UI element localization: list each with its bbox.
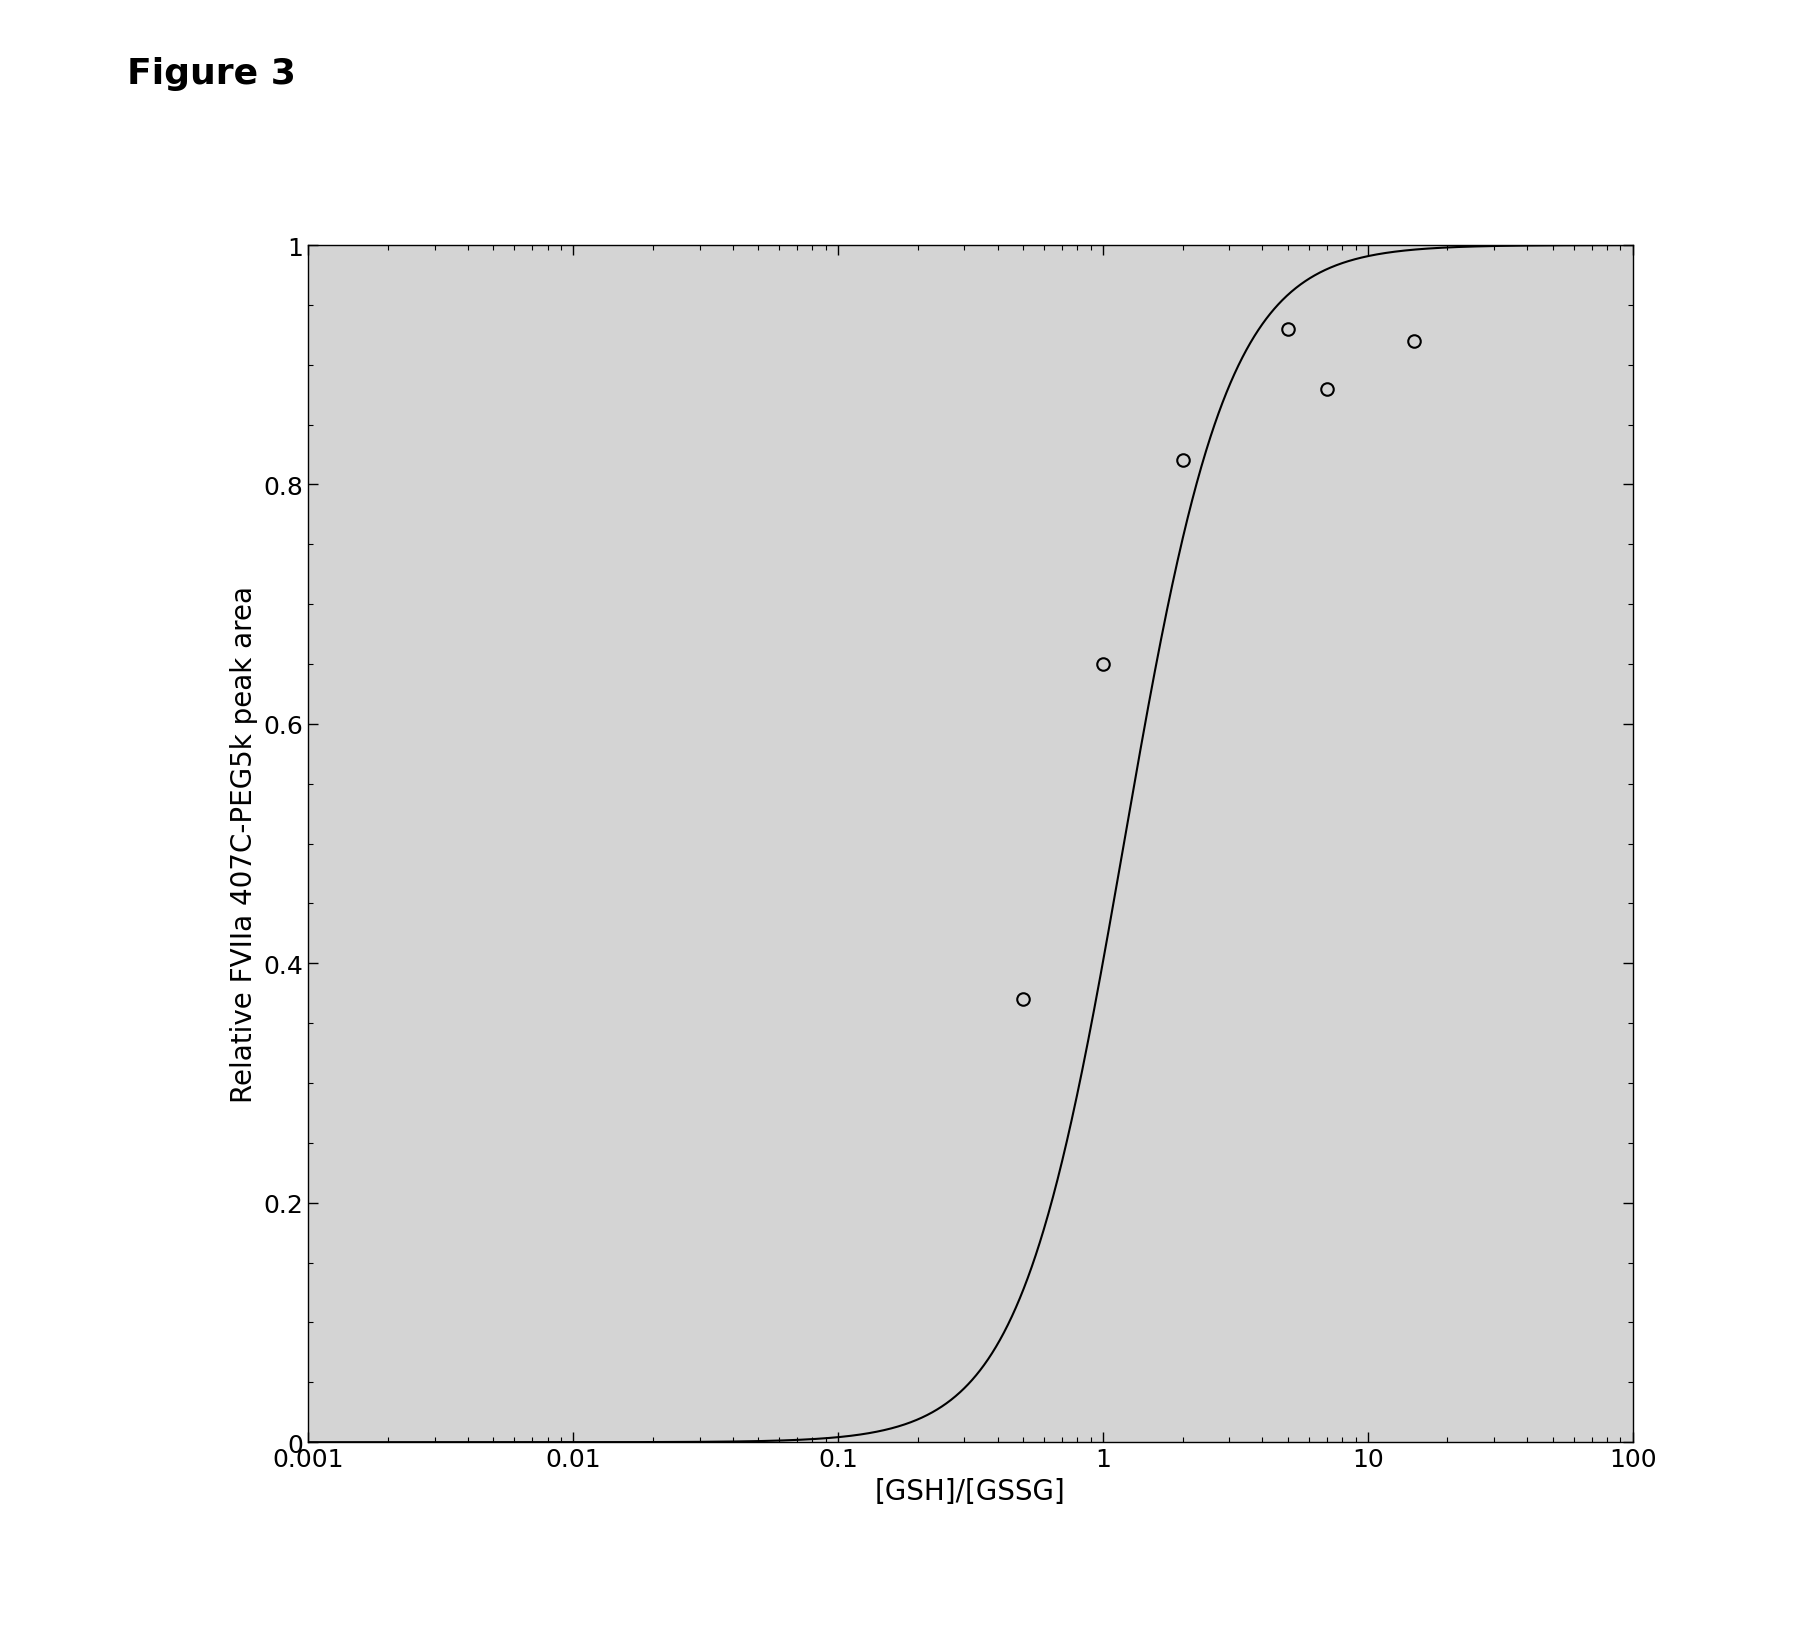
Y-axis label: Relative FVIIa 407C-PEG5k peak area: Relative FVIIa 407C-PEG5k peak area xyxy=(230,585,258,1103)
X-axis label: [GSH]/[GSSG]: [GSH]/[GSSG] xyxy=(874,1477,1067,1505)
Text: Figure 3: Figure 3 xyxy=(127,57,296,92)
